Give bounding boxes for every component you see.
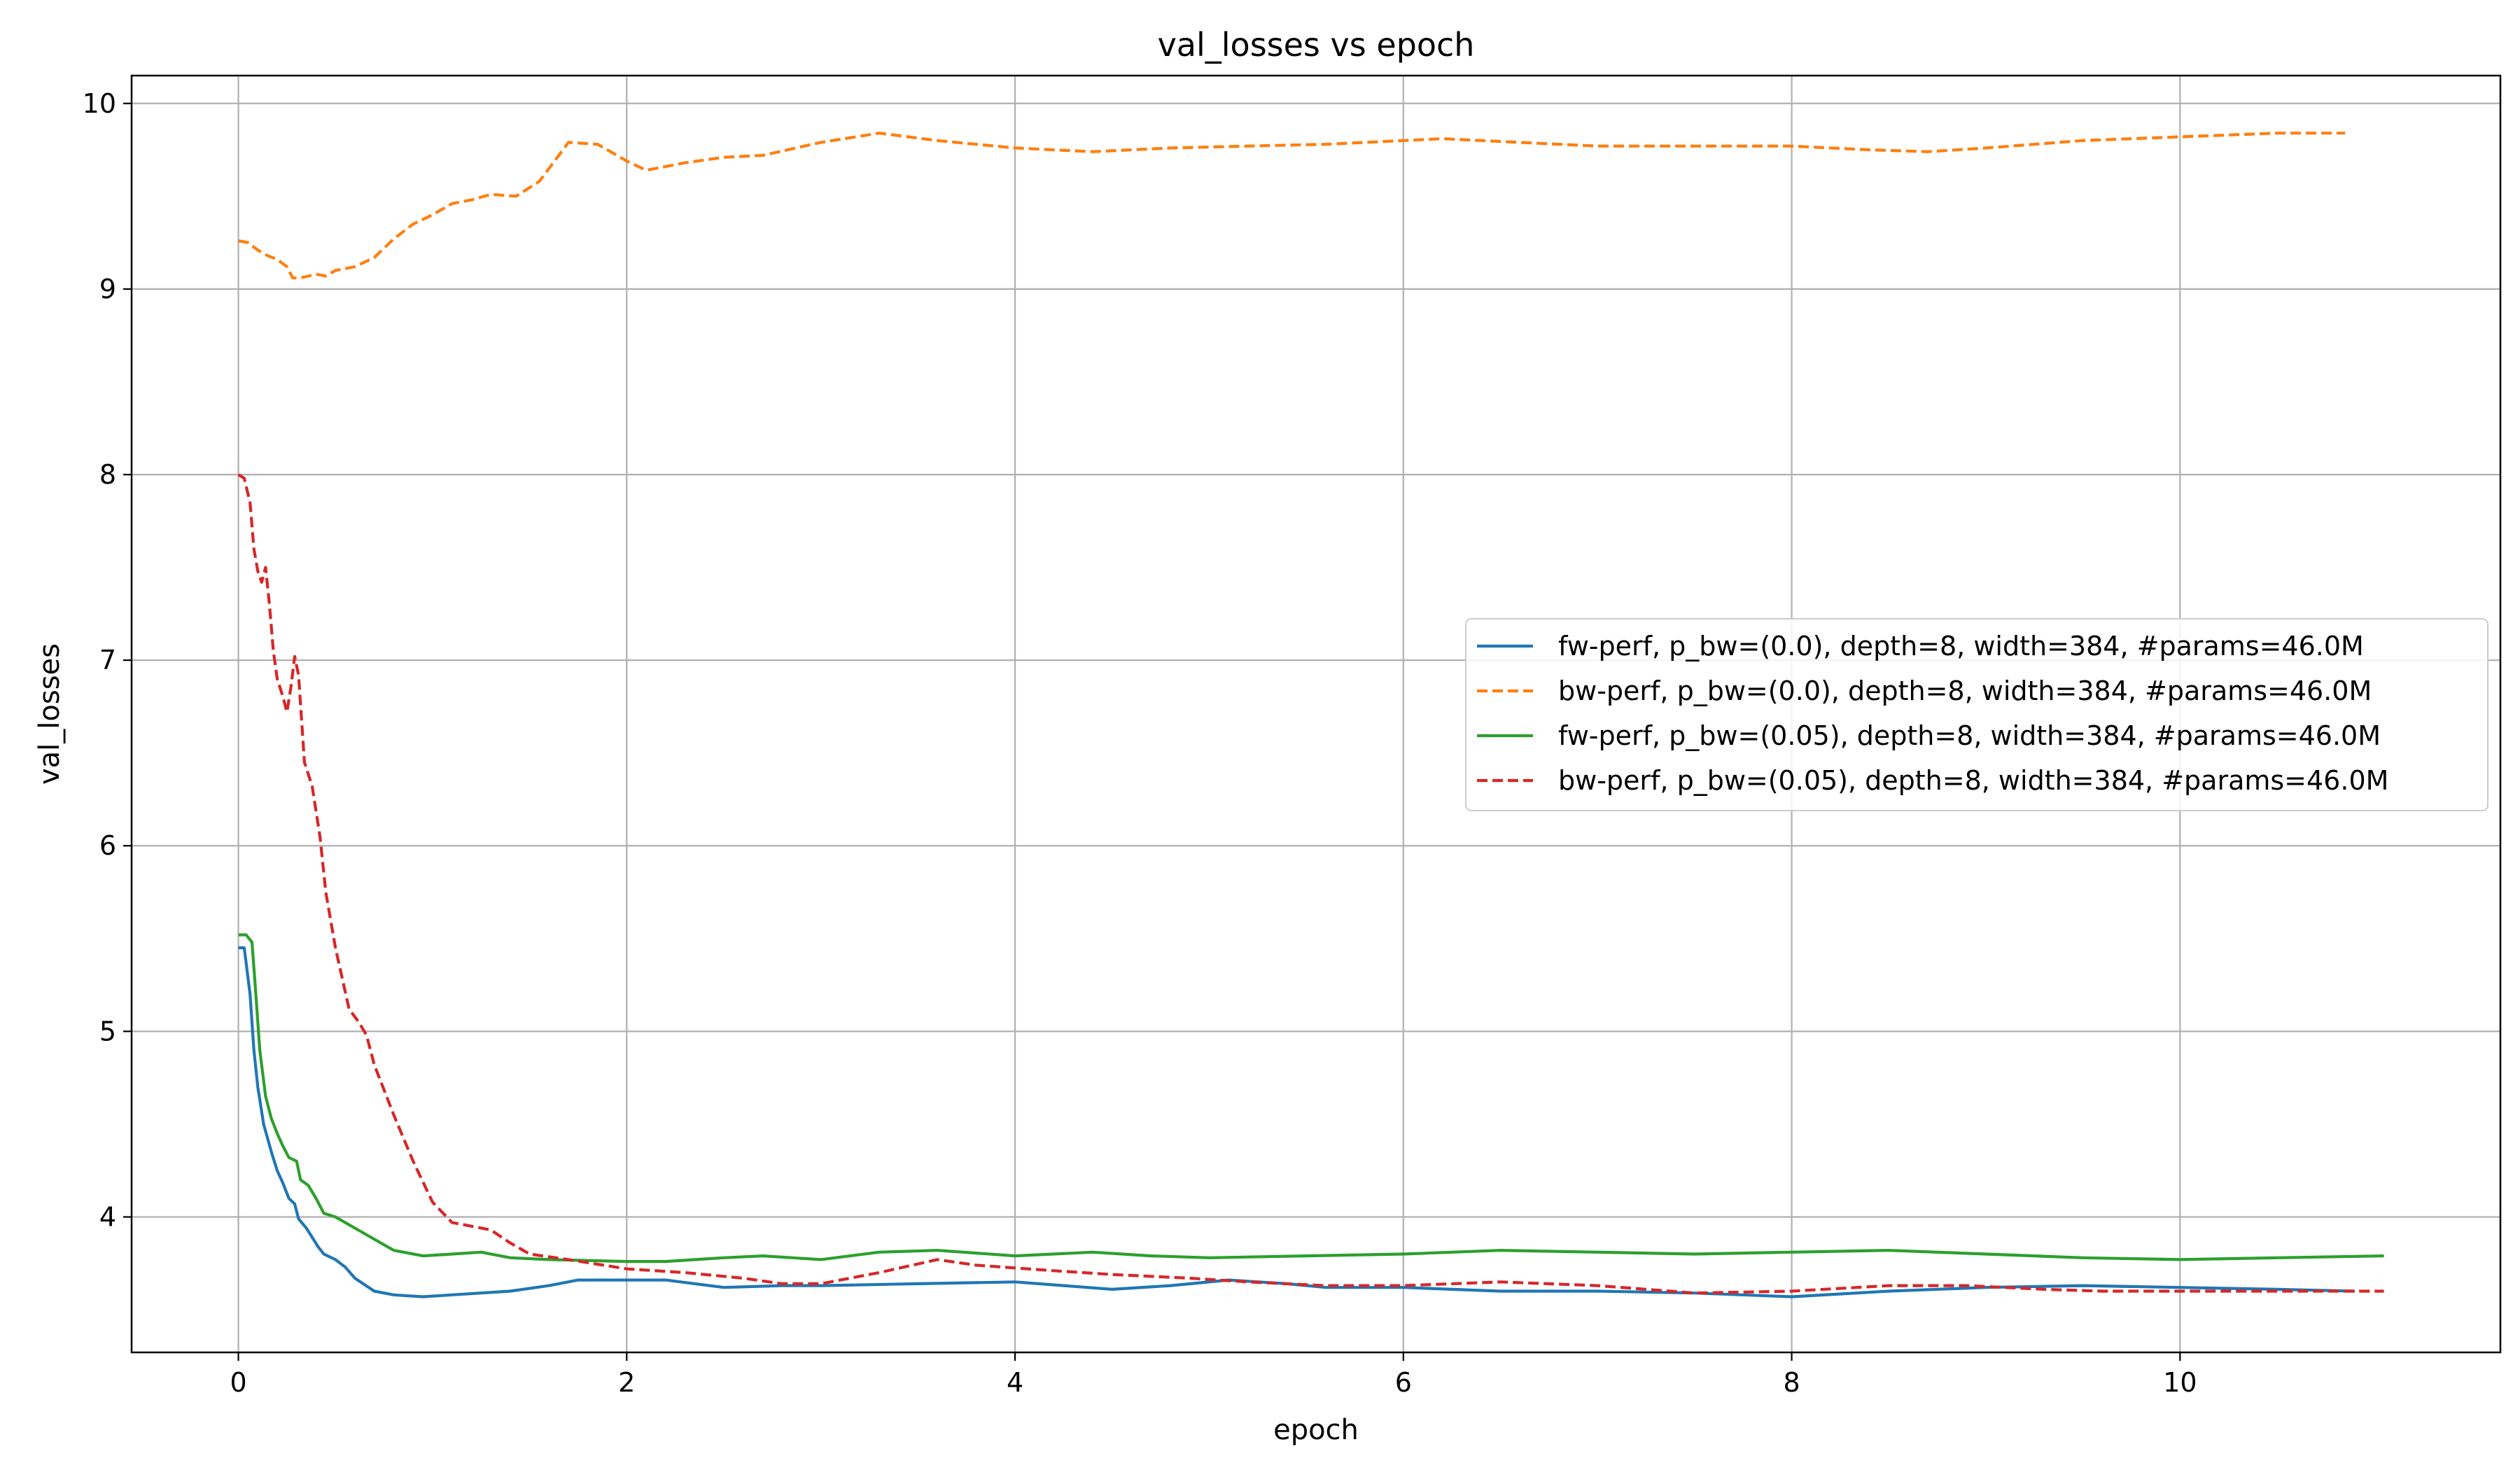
y-tick-label: 9 — [99, 274, 116, 304]
y-tick-label: 5 — [99, 1016, 116, 1046]
x-tick-label: 2 — [618, 1367, 635, 1398]
x-tick-label: 8 — [1783, 1367, 1800, 1398]
y-axis-label: val_losses — [34, 643, 66, 785]
legend-label-1: fw-perf, p_bw=(0.0), depth=8, width=384,… — [1558, 631, 2364, 662]
legend-label-4: bw-perf, p_bw=(0.05), depth=8, width=384… — [1558, 765, 2388, 796]
legend-box — [1465, 618, 2488, 811]
legend: fw-perf, p_bw=(0.0), depth=8, width=384,… — [1465, 618, 2488, 811]
chart-title: val_losses vs epoch — [1158, 26, 1475, 64]
x-tick-label: 4 — [1007, 1367, 1023, 1398]
y-tick-label: 4 — [99, 1201, 116, 1232]
legend-label-2: bw-perf, p_bw=(0.0), depth=8, width=384,… — [1558, 676, 2372, 706]
series-line-4 — [237, 473, 2384, 1295]
y-tick-label: 7 — [99, 645, 116, 676]
y-tick-label: 8 — [99, 459, 116, 490]
legend-label-3: fw-perf, p_bw=(0.05), depth=8, width=384… — [1558, 720, 2381, 751]
plot-series — [237, 132, 2384, 1298]
y-tick-label: 6 — [99, 830, 116, 861]
x-tick-label: 10 — [2163, 1367, 2197, 1398]
series-line-2 — [238, 132, 2346, 280]
plot-area-frame — [130, 74, 2502, 1354]
axis-ticks: 0 2 4 6 8 10 4 5 6 7 8 9 10 — [83, 88, 2197, 1398]
x-tick-label: 0 — [230, 1367, 246, 1398]
y-tick-label: 10 — [83, 88, 116, 119]
x-tick-label: 6 — [1395, 1367, 1412, 1398]
series-line-3 — [238, 933, 2384, 1264]
series-line-1 — [238, 946, 2356, 1298]
x-axis-label: epoch — [1273, 1414, 1359, 1446]
